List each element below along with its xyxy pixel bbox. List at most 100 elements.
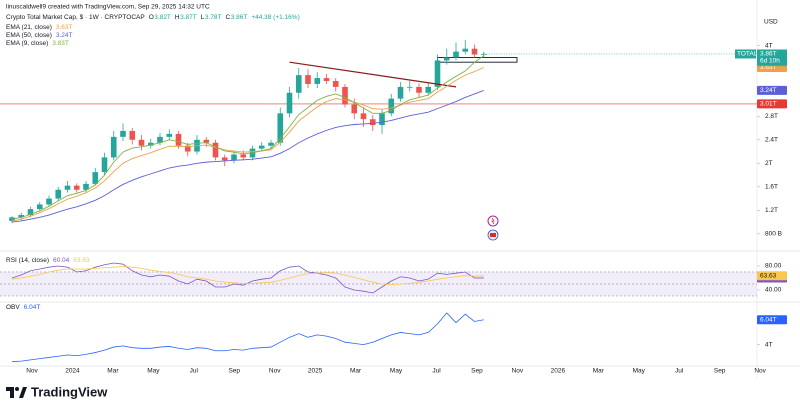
- candle-body: [360, 113, 367, 120]
- legend-value: 6.04T: [24, 304, 41, 311]
- candle-body: [212, 142, 219, 158]
- quote-item: 3.78T: [205, 14, 222, 21]
- countdown: 6d 10h: [760, 58, 780, 65]
- logo-mark: [6, 387, 14, 398]
- x-tick-label: Jul: [675, 368, 684, 375]
- price-tag-label: 6.04T: [760, 316, 777, 323]
- candle-body: [397, 86, 404, 99]
- x-tick-label: 2026: [551, 368, 566, 375]
- legend-name: EMA (50, close): [6, 32, 52, 39]
- candle-body: [277, 113, 284, 143]
- y-tick-label: 4T: [765, 341, 773, 348]
- y-tick-label: 1.6T: [765, 184, 778, 191]
- x-tick-label: Sep: [714, 368, 726, 375]
- indicator-icons: [487, 215, 499, 241]
- candle-body: [286, 92, 293, 114]
- candle-body: [138, 139, 145, 146]
- candle-body: [157, 136, 163, 143]
- quote-item: O: [149, 14, 154, 21]
- x-tick-label: Sep: [471, 368, 483, 375]
- candle-body: [342, 86, 348, 105]
- price-tag-label: 3.63T: [760, 64, 777, 71]
- candle-body: [425, 86, 432, 93]
- candle-body: [314, 78, 321, 84]
- candle-body: [379, 113, 385, 126]
- x-tick-label: Nov: [26, 368, 38, 375]
- x-tick-label: May: [633, 368, 646, 375]
- x-tick-label: Sep: [228, 368, 240, 375]
- candle-body: [64, 185, 71, 190]
- y-tick-label: 800 B: [765, 231, 782, 238]
- candle-body: [462, 48, 469, 52]
- currency: USD: [764, 19, 778, 26]
- legend-entry: RSI (14, close) 60.04 63.63: [6, 257, 90, 264]
- x-tick-label: Jul: [190, 368, 199, 375]
- symbol-tag: [735, 49, 756, 59]
- candle-body: [295, 75, 302, 93]
- candle-body: [323, 78, 330, 82]
- candle-body: [120, 130, 126, 137]
- price-tag-label: 3.86T: [760, 51, 777, 58]
- legend-value: 3.24T: [56, 32, 73, 39]
- x-tick-label: 2024: [65, 368, 80, 375]
- indicator-title: RSI (14, close): [6, 257, 49, 264]
- legend-name: EMA (9, close): [6, 40, 48, 47]
- x-tick-label: May: [390, 368, 403, 375]
- candle-body: [73, 185, 80, 190]
- candle-body: [453, 51, 459, 58]
- y-tick-label: 80.00: [765, 263, 782, 270]
- legend-value: 3.63T: [56, 24, 73, 31]
- y-tick-label: 4T: [765, 42, 773, 49]
- candle-body: [83, 183, 89, 190]
- candle-body: [258, 145, 265, 149]
- quote-item: +44.38 (+1.16%): [251, 14, 299, 21]
- brand: TradingView: [31, 384, 108, 399]
- x-tick-label: Mar: [593, 368, 605, 375]
- candle-body: [147, 142, 154, 146]
- candle-body: [175, 133, 182, 146]
- price-tag-label: 3.01T: [760, 101, 777, 108]
- candle-body: [110, 136, 117, 158]
- price-tag: [757, 315, 787, 325]
- logo-mark: [19, 387, 27, 398]
- logo: [6, 387, 27, 398]
- quote-item: C: [225, 14, 230, 21]
- chart-title: Crypto Total Market Cap, $ · 1W · CRYPTO…: [6, 14, 145, 21]
- legend-entry: EMA (50, close) 3.24T: [6, 32, 73, 39]
- quote-item: 3.87T: [180, 14, 197, 21]
- ema-line: [11, 55, 485, 220]
- candle-body: [55, 189, 62, 199]
- candle-body: [305, 75, 311, 84]
- candle-body: [27, 209, 34, 216]
- candle-body: [369, 119, 376, 126]
- y-tick-label: 1.2T: [765, 207, 778, 214]
- candle-body: [18, 215, 25, 218]
- quote-item: 3.82T: [154, 14, 171, 21]
- icon: [491, 217, 495, 225]
- candle-body: [471, 48, 478, 55]
- x-tick-label: Nov: [754, 368, 766, 375]
- x-tick-label: Nov: [269, 368, 281, 375]
- y-tick-label: 2.8T: [765, 113, 778, 120]
- legend-entry: EMA (9, close) 3.83T: [6, 40, 69, 47]
- candle-body: [434, 60, 441, 87]
- y-tick-label: 2T: [765, 160, 773, 167]
- candle-body: [268, 142, 274, 146]
- legend-name: EMA (21, close): [6, 24, 52, 31]
- candle-body: [166, 133, 173, 137]
- rsi-band: [0, 271, 757, 296]
- candle-body: [240, 154, 247, 158]
- quote-item: 3.86T: [231, 14, 248, 21]
- quote-item: L: [201, 14, 205, 21]
- legend-title: Crypto Total Market Cap, $ · 1W · CRYPTO…: [6, 14, 300, 21]
- indicator-line: [11, 266, 484, 285]
- candle-body: [221, 157, 228, 161]
- x-tick-label: May: [147, 368, 160, 375]
- candle-body: [480, 53, 487, 55]
- candle-body: [92, 172, 99, 184]
- trendline: [289, 61, 457, 88]
- candle-body: [416, 86, 422, 93]
- legend-entry: OBV 6.04T: [6, 304, 40, 311]
- x-tick-label: Mar: [107, 368, 119, 375]
